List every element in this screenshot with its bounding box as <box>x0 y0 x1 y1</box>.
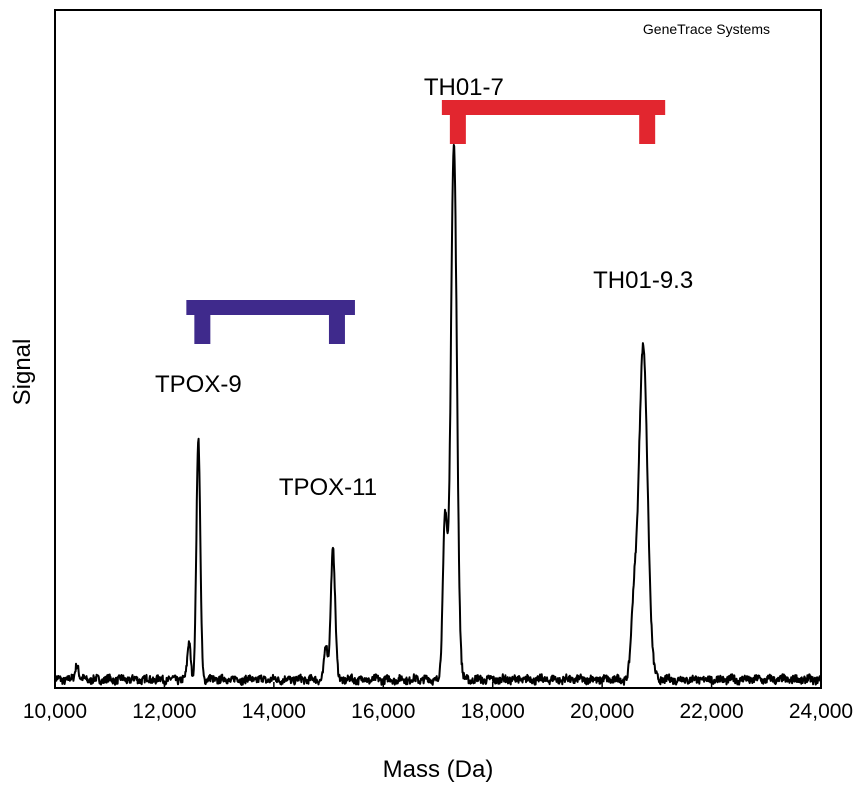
x-axis-tick-labels: 10,000 12,000 14,000 16,000 18,000 20,000 22,0… <box>23 700 853 723</box>
x-tick-label-18000: 18,000 <box>461 700 525 723</box>
x-axis-ticks <box>54 682 822 688</box>
x-tick-label-12000: 12,000 <box>132 700 196 723</box>
x-tick-label-16000: 16,000 <box>351 700 415 723</box>
bracket-bar <box>441 100 666 115</box>
peak-labels: TPOX-9 TPOX-11 TH01-7 TH01-9.3 <box>155 74 693 501</box>
peak-label-th01-7: TH01-7 <box>424 74 504 101</box>
x-tick-label-24000: 24,000 <box>789 700 853 723</box>
bracket-th01 <box>441 100 666 144</box>
signal-trace-line <box>54 143 822 686</box>
y-axis-title: Signal <box>9 339 36 406</box>
peak-label-th01-9-3: TH01-9.3 <box>593 267 693 294</box>
x-tick-label-22000: 22,000 <box>679 700 743 723</box>
x-tick-label-14000: 14,000 <box>242 700 306 723</box>
plot-area-frame <box>54 9 822 689</box>
bracket-leg-right <box>639 113 656 144</box>
x-tick-label-10000: 10,000 <box>23 700 87 723</box>
x-axis-title: Mass (Da) <box>383 756 494 783</box>
bracket-leg-left <box>449 113 466 144</box>
peak-label-tpox-9: TPOX-9 <box>155 371 242 398</box>
x-tick-label-20000: 20,000 <box>570 700 634 723</box>
watermark-text: GeneTrace Systems <box>643 21 770 37</box>
allele-brackets <box>186 100 666 344</box>
bracket-bar <box>186 300 355 315</box>
bracket-leg-right <box>328 313 345 344</box>
bracket-leg-left <box>194 313 211 344</box>
peak-label-tpox-11: TPOX-11 <box>279 474 377 501</box>
bracket-tpox <box>186 300 355 344</box>
